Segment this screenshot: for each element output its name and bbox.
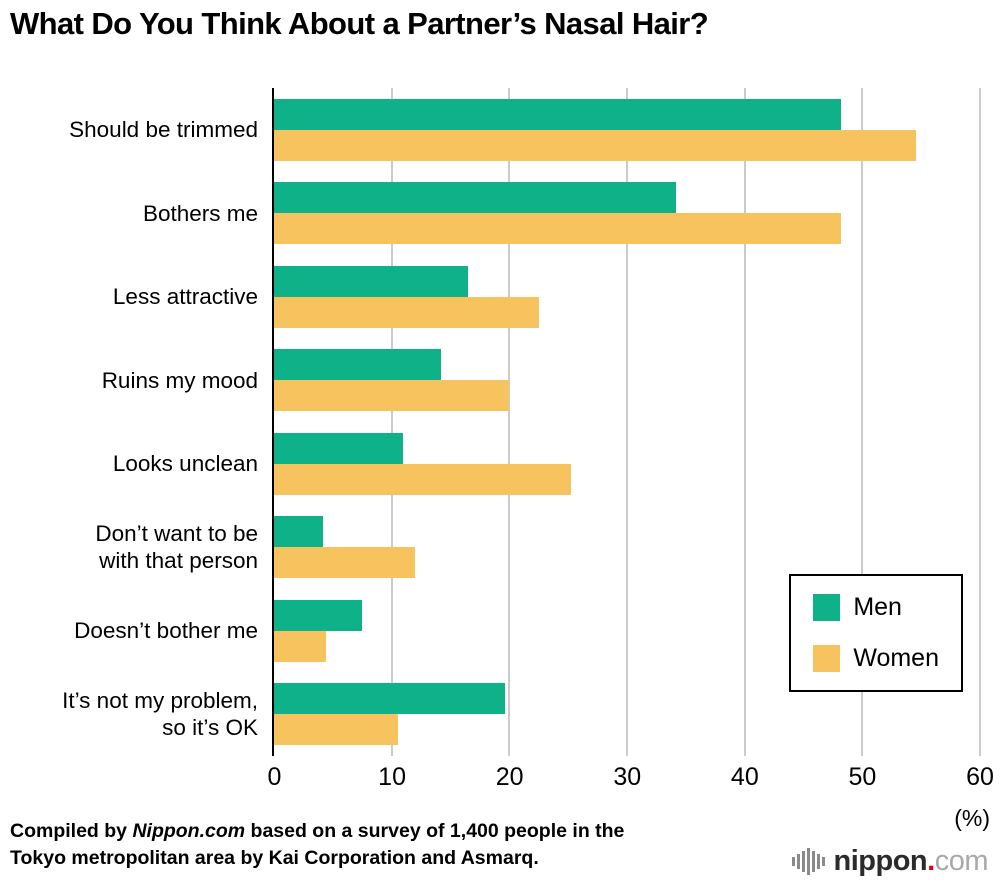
credit-suffix: based on a survey of 1,400 people in the… <box>10 820 625 869</box>
men-color-swatch <box>813 594 841 621</box>
category-label: Looks unclean <box>112 451 258 477</box>
gridline-60 <box>979 88 981 756</box>
bar-women-1 <box>274 129 917 161</box>
gridline-50 <box>861 88 864 756</box>
bar-men-4 <box>274 349 442 381</box>
bar-men-7 <box>274 599 363 631</box>
bar-women-2 <box>274 213 842 245</box>
gridline-10 <box>390 88 393 756</box>
x-tick-label-0: 0 <box>267 763 282 791</box>
gridlines <box>274 88 981 756</box>
bar-group <box>274 339 980 423</box>
x-axis-ticks: 0 10 20 30 40 50 60 <box>268 763 994 797</box>
women-color-swatch <box>813 645 841 672</box>
x-tick-label-20: 20 <box>495 763 524 791</box>
x-tick-label-50: 50 <box>848 763 877 791</box>
bar-women-7 <box>274 630 326 662</box>
legend: Men Women <box>789 574 963 692</box>
category-label: Doesn’t bother me <box>74 618 258 644</box>
bar-group <box>274 422 980 506</box>
x-tick-label-10: 10 <box>378 763 406 791</box>
gridline-30 <box>626 88 628 756</box>
bar-group <box>274 88 980 172</box>
legend-label-women: Women <box>853 644 939 672</box>
bar-men-5 <box>274 432 404 464</box>
category-label: Bothers me <box>142 200 258 226</box>
bar-group <box>274 673 980 757</box>
chart-title: What Do You Think About a Partner’s Nasa… <box>10 6 709 41</box>
bar-men-3 <box>274 265 469 297</box>
source-credit: Compiled by Nippon.com based on a survey… <box>10 818 624 872</box>
bar-men-8 <box>274 683 505 715</box>
logo-red-dot: . <box>927 845 935 877</box>
bar-group <box>274 589 980 673</box>
nippon-logo: nippon.com <box>792 845 989 878</box>
logo-text: nippon.com <box>834 845 989 878</box>
bar-group <box>274 172 980 256</box>
gridline-40 <box>743 88 746 756</box>
plot-area: Men Women <box>272 88 981 756</box>
x-axis-area: 0 10 20 30 40 50 60 (%) <box>268 763 994 843</box>
legend-item-women: Women <box>813 644 939 673</box>
credit-prefix: Compiled by <box>10 820 133 842</box>
bar-group <box>274 255 980 339</box>
bar-men-6 <box>274 516 324 548</box>
x-tick-label-40: 40 <box>730 763 759 791</box>
category-label: Don’t want to be with that person <box>95 520 258 574</box>
bar-women-8 <box>274 714 398 746</box>
bar-group <box>274 506 980 590</box>
category-label: It’s not my problem, so it’s OK <box>62 687 258 741</box>
category-label: Less attractive <box>112 284 258 310</box>
chart-body: Should be trimmed Bothers me Less attracti… <box>0 88 981 756</box>
bar-women-3 <box>274 296 539 328</box>
category-labels: Should be trimmed Bothers me Less attracti… <box>0 88 272 756</box>
logo-nippon-text: nippon <box>833 845 928 877</box>
bar-men-1 <box>274 98 842 130</box>
bar-rows <box>274 88 980 756</box>
category-label: Should be trimmed <box>69 117 258 143</box>
credit-source: Nippon.com <box>132 820 246 842</box>
logo-com-text: com <box>934 845 989 877</box>
bar-women-5 <box>274 463 571 495</box>
gridline-20 <box>508 88 511 756</box>
bar-men-2 <box>274 182 677 214</box>
x-tick-label-30: 30 <box>613 763 642 791</box>
x-tick-label-60: 60 <box>966 763 994 791</box>
category-label: Ruins my mood <box>101 367 258 393</box>
bar-chart: Should be trimmed Bothers me Less attracti… <box>0 88 994 843</box>
unit-label: (%) <box>954 805 990 831</box>
soundwave-bars-icon <box>792 847 825 877</box>
legend-label-men: Men <box>853 593 902 621</box>
legend-item-men: Men <box>813 593 939 622</box>
bar-women-6 <box>274 547 416 579</box>
bar-women-4 <box>274 380 510 412</box>
